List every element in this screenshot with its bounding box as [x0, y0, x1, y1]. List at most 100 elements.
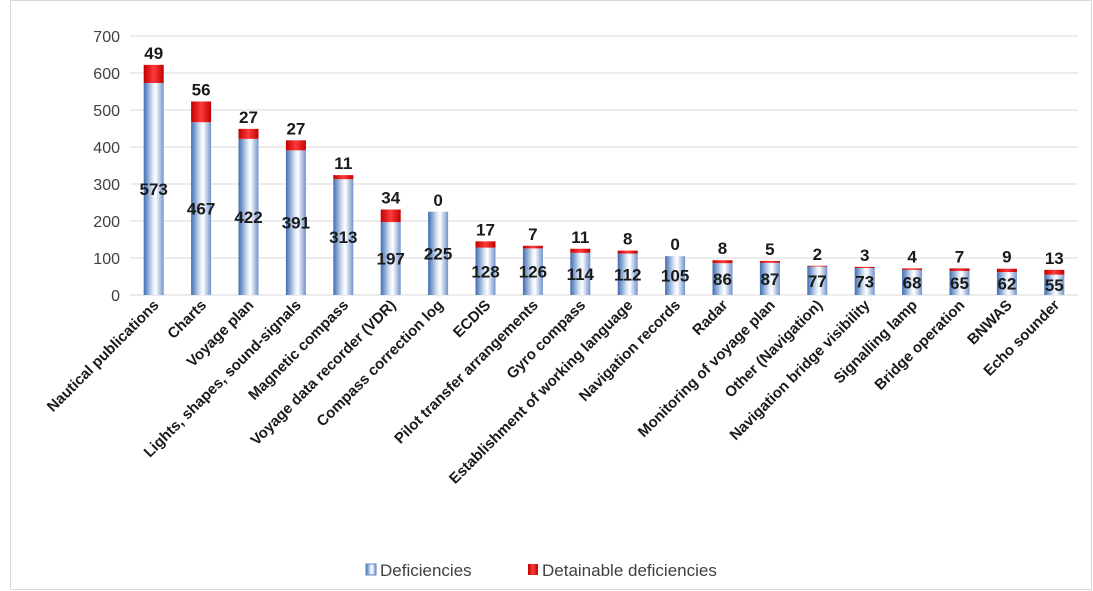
bar-detainable	[902, 268, 923, 270]
bar-detainable	[333, 175, 354, 180]
bar-detainable	[1044, 269, 1065, 275]
data-label-deficiencies: 467	[187, 200, 215, 219]
data-label-detainable: 17	[476, 220, 495, 239]
x-tick-label: Charts	[164, 297, 210, 343]
data-label-deficiencies: 77	[808, 272, 827, 291]
y-tick-label: 300	[93, 177, 120, 194]
bar-detainable	[475, 241, 496, 248]
data-label-deficiencies: 422	[234, 208, 262, 227]
bar-deficiencies	[191, 122, 212, 296]
data-label-deficiencies: 112	[614, 265, 641, 284]
bar-detainable	[854, 266, 875, 268]
x-tick-label: Signalling lamp	[831, 297, 921, 387]
y-tick-label: 100	[93, 251, 120, 268]
data-label-deficiencies: 313	[329, 228, 357, 247]
data-label-deficiencies: 62	[997, 275, 1016, 294]
data-label-detainable: 49	[144, 44, 163, 63]
y-axis-ticks: 0 100 200 300 400 500 600 700	[93, 29, 120, 305]
data-label-detainable: 5	[765, 240, 774, 259]
bar-deficiencies	[759, 262, 780, 295]
bar-deficiencies	[712, 263, 733, 295]
bar-detainable	[712, 260, 733, 264]
bar-deficiencies	[996, 272, 1017, 295]
data-label-detainable: 0	[670, 235, 679, 254]
data-label-deficiencies: 73	[855, 272, 874, 291]
legend-label-deficiencies: Deficiencies	[380, 561, 472, 580]
data-label-detainable: 4	[907, 247, 917, 266]
data-label-detainable: 13	[1045, 249, 1064, 268]
data-label-detainable: 8	[718, 239, 727, 258]
gridlines	[130, 35, 1078, 296]
bar-detainable	[191, 101, 212, 123]
bar-deficiencies	[949, 270, 970, 295]
bar-detainable	[522, 245, 543, 249]
bar-detainable	[380, 209, 401, 223]
data-label-detainable: 3	[860, 246, 869, 265]
y-tick-label: 500	[93, 103, 120, 120]
bar-deficiencies	[428, 211, 449, 295]
legend: Deficiencies Detainable deficiencies	[365, 561, 717, 580]
bar-deficiencies	[333, 179, 354, 295]
data-label-deficiencies: 114	[567, 265, 595, 284]
bar-detainable	[570, 248, 591, 253]
bar-deficiencies	[570, 252, 591, 295]
data-label-detainable: 9	[1002, 248, 1011, 267]
y-tick-label: 0	[111, 288, 120, 305]
y-tick-label: 400	[93, 140, 120, 157]
data-label-detainable: 8	[623, 230, 632, 249]
data-label-detainable: 27	[239, 108, 258, 127]
data-label-deficiencies: 86	[713, 270, 732, 289]
bar-deficiencies	[617, 253, 638, 295]
data-label-deficiencies: 105	[661, 267, 689, 286]
bar-detainable	[996, 268, 1017, 273]
bar-deficiencies	[380, 222, 401, 295]
data-label-detainable: 27	[286, 119, 305, 138]
bar-detainable	[949, 268, 970, 271]
data-label-detainable: 11	[571, 228, 589, 247]
bar-detainable	[238, 128, 259, 139]
data-label-detainable: 0	[433, 191, 442, 210]
bar-deficiencies	[1044, 274, 1065, 295]
data-label-detainable: 11	[334, 154, 352, 173]
data-label-deficiencies: 128	[471, 262, 499, 281]
bar-deficiencies	[902, 269, 923, 295]
y-tick-label: 200	[93, 214, 120, 231]
bar-deficiencies	[522, 248, 543, 295]
data-label-deficiencies: 197	[377, 250, 405, 269]
x-tick-label: Radar	[689, 297, 731, 339]
data-label-deficiencies: 68	[903, 273, 922, 292]
bar-deficiencies	[854, 267, 875, 295]
data-label-deficiencies: 126	[519, 263, 547, 282]
bar-deficiencies	[143, 82, 164, 296]
data-label-deficiencies: 391	[282, 214, 310, 233]
bar-detainable	[759, 260, 780, 263]
bar-detainable	[807, 265, 828, 267]
data-label-deficiencies: 87	[760, 270, 779, 289]
x-tick-label: Nautical publications	[44, 297, 163, 416]
bar-deficiencies	[807, 266, 828, 295]
data-label-detainable: 2	[813, 245, 822, 264]
data-label-detainable: 34	[381, 189, 400, 208]
data-label-detainable: 7	[955, 247, 964, 266]
legend-swatch-deficiencies	[365, 563, 377, 576]
data-label-deficiencies: 55	[1045, 276, 1064, 295]
y-tick-label: 600	[93, 66, 120, 83]
data-label-detainable: 7	[528, 225, 537, 244]
bar-deficiencies	[475, 247, 496, 295]
legend-label-detainable: Detainable deficiencies	[542, 561, 717, 580]
bar-deficiencies	[238, 138, 259, 295]
data-label-deficiencies: 225	[424, 244, 452, 263]
data-label-deficiencies: 573	[140, 180, 168, 199]
data-label-deficiencies: 65	[950, 274, 969, 293]
x-tick-label: Bridge operation	[871, 297, 968, 394]
bar-deficiencies	[285, 150, 306, 295]
x-tick-label: ECDIS	[450, 297, 494, 341]
data-label-detainable: 56	[192, 80, 211, 99]
data-labels: 5734946756422273912731311197342250128171…	[140, 44, 1064, 295]
bar-detainable	[143, 64, 164, 83]
y-tick-label: 700	[93, 29, 120, 46]
bars	[143, 64, 1065, 296]
bar-detainable	[617, 250, 638, 254]
